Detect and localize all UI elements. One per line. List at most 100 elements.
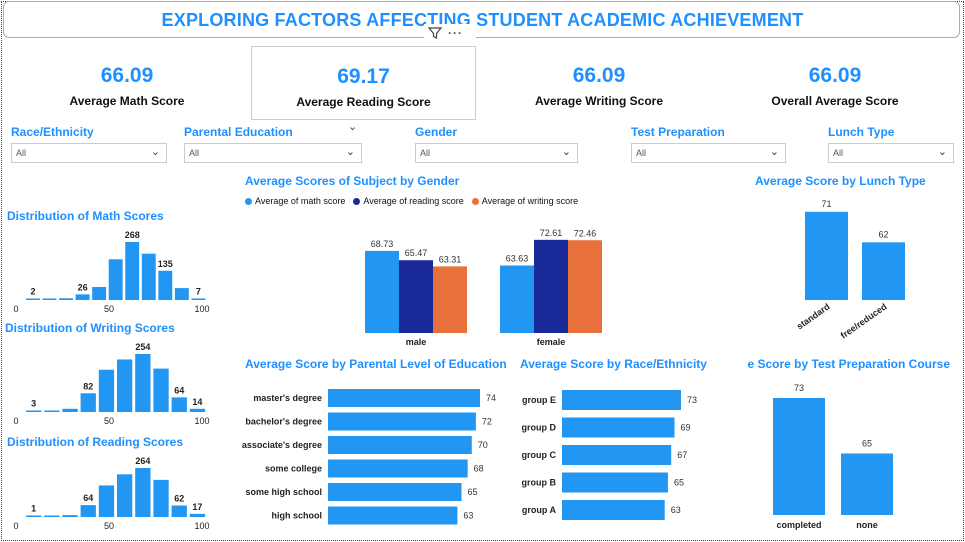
kpi-math-card[interactable]: 66.09 Average Math Score [14,46,240,120]
slicer-race: Race/Ethnicity All ⌄ [11,125,167,163]
histogram-bar[interactable] [108,259,123,300]
data-label: 2 [30,287,35,297]
slicer-parental-dropdown[interactable]: All ⌄ [184,143,362,163]
testprep-bar[interactable] [841,453,893,515]
slicer-gender: Gender All ⌄ [415,125,578,163]
category-label: female [537,337,566,347]
hbar[interactable] [328,459,468,478]
tick-label: 0 [13,304,18,314]
histogram-bar[interactable] [98,369,115,412]
histogram-bar[interactable] [62,408,78,412]
histogram-bar[interactable] [125,242,140,300]
category-label: completed [776,520,821,530]
writing-dist-title: Distribution of Writing Scores [5,321,175,335]
data-label: 63.31 [439,254,462,264]
data-label: 63 [671,505,681,515]
more-options-icon[interactable]: ··· [448,26,463,40]
histogram-bar[interactable] [153,368,169,412]
histogram-bar[interactable] [80,505,96,517]
histogram-bar[interactable] [26,298,40,301]
histogram-bar[interactable] [189,513,206,517]
slicer-race-dropdown[interactable]: All ⌄ [11,143,167,163]
chevron-down-icon[interactable]: ⌄ [348,121,358,133]
hbar[interactable] [328,483,462,501]
histogram-bar[interactable] [26,410,42,413]
histogram-bar[interactable] [98,485,115,517]
slicer-lunch-dropdown[interactable]: All ⌄ [828,143,954,163]
parental-chart: master's degree 74 bachelor's degree 72 asso… [242,389,496,525]
gender-bar[interactable] [534,239,568,333]
hbar[interactable] [562,417,675,438]
data-label: 7 [196,286,201,296]
histogram-bar[interactable] [135,354,151,412]
kpi-writing-card[interactable]: 66.09 Average Writing Score [486,46,712,120]
histogram-bar[interactable] [135,468,151,517]
histogram-bar[interactable] [117,359,133,412]
hbar[interactable] [562,472,668,493]
hbar[interactable] [562,390,681,410]
data-label: 14 [192,397,202,407]
histogram-bar[interactable] [189,408,206,412]
histogram-bar[interactable] [158,270,173,300]
lunch-chart: 71 standard 62 free/reduced [795,199,905,341]
histogram-bar[interactable] [191,298,206,300]
data-label: 63 [463,511,473,521]
legend-item-math[interactable]: Average of math score [245,196,345,206]
gender-bar[interactable] [399,260,433,333]
histogram-bar[interactable] [141,253,156,300]
hbar[interactable] [562,500,665,520]
slicer-testprep-dropdown[interactable]: All ⌄ [631,143,786,163]
data-label: 17 [192,502,202,512]
hbar[interactable] [328,412,476,431]
histogram-bar[interactable] [80,393,96,412]
legend-item-writing[interactable]: Average of writing score [471,196,578,206]
gender-bar[interactable] [365,250,399,333]
histogram-bar[interactable] [92,287,107,300]
kpi-reading-label: Average Reading Score [296,95,431,109]
tick-label: 50 [104,304,114,314]
lunch-bar[interactable] [805,211,848,300]
histogram-bar[interactable] [153,479,169,517]
data-label: 74 [486,393,496,403]
chevron-down-icon: ⌄ [345,146,355,158]
slicer-gender-dropdown[interactable]: All ⌄ [415,143,578,163]
data-label: 62 [174,493,184,503]
histogram-bar[interactable] [171,505,187,517]
histogram-bar[interactable] [26,515,42,518]
slicer-testprep: Test Preparation All ⌄ [631,125,786,163]
testprep-bar[interactable] [773,398,825,515]
slicer-gender-value: All [420,148,431,158]
gender-bar[interactable] [568,240,602,333]
tick-label: 100 [194,416,209,426]
histogram-bar[interactable] [75,294,90,300]
data-label: 71 [821,199,831,209]
lunch-bar[interactable] [862,242,905,300]
legend-item-reading[interactable]: Average of reading score [353,196,464,206]
histogram-bar[interactable] [117,474,133,517]
kpi-reading-card[interactable]: 69.17 Average Reading Score [251,46,476,120]
data-label: 3 [31,399,36,409]
data-label: 72.61 [540,228,563,238]
tick-label: 50 [104,416,114,426]
filter-icon[interactable] [427,26,443,40]
hbar[interactable] [328,436,472,454]
data-label: 69 [680,423,690,433]
legend-dot [471,197,479,205]
hbar[interactable] [562,445,672,465]
histogram-bar[interactable] [44,410,60,413]
histogram-bar[interactable] [42,298,57,301]
hbar[interactable] [328,389,480,407]
testprep-chart: 73 completed 65 none [773,383,893,530]
kpi-math-value: 66.09 [100,64,154,87]
histogram-bar[interactable] [174,288,189,300]
histogram-bar[interactable] [59,298,73,300]
tick-label: 0 [13,416,18,426]
gender-bar[interactable] [433,266,467,333]
histogram-bar[interactable] [171,397,187,412]
histogram-bar[interactable] [44,515,60,518]
chevron-down-icon: ⌄ [937,146,947,158]
histogram-bar[interactable] [62,515,78,517]
hbar[interactable] [328,506,458,525]
gender-bar[interactable] [500,265,534,333]
kpi-overall-card[interactable]: 66.09 Overall Average Score [722,46,948,120]
